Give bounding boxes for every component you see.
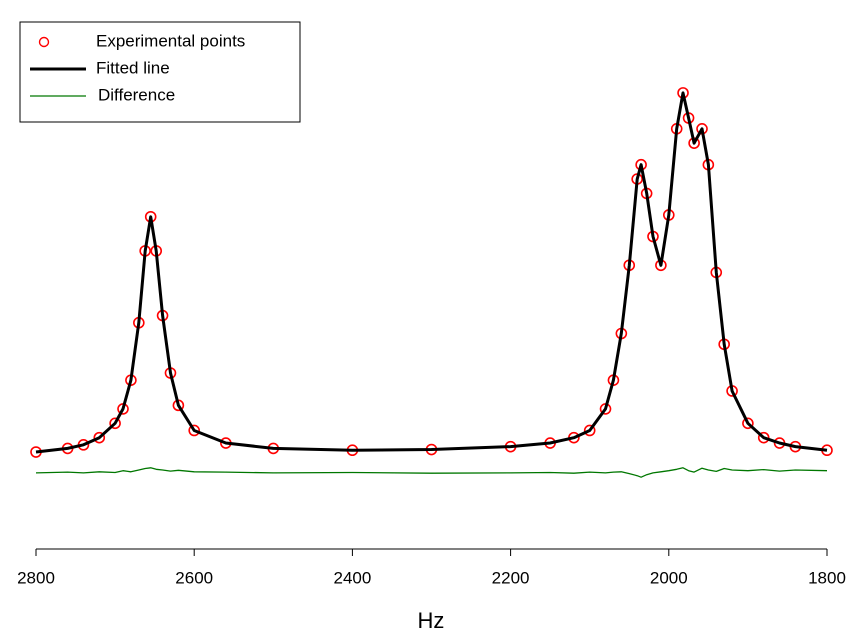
data-point xyxy=(188,424,200,437)
legend-label: Difference xyxy=(98,85,175,104)
series-line xyxy=(35,91,828,454)
legend-marker xyxy=(38,36,50,48)
x-tick-label: 2800 xyxy=(17,568,55,587)
data-point xyxy=(93,431,106,444)
legend-label: Fitted line xyxy=(96,58,170,77)
plot-area xyxy=(30,87,833,478)
data-point xyxy=(583,424,596,437)
data-point xyxy=(757,431,770,444)
series-line xyxy=(35,467,828,478)
data-point xyxy=(109,417,121,430)
legend: Experimental points Fitted line Difference xyxy=(19,21,301,123)
x-tick-label: 2000 xyxy=(650,568,688,587)
x-axis-label: Hz xyxy=(418,608,445,633)
x-tick-label: 2600 xyxy=(175,568,213,587)
legend-box xyxy=(19,21,301,123)
data-point xyxy=(742,417,754,430)
x-tick-label: 2400 xyxy=(333,568,371,587)
x-tick-label: 1800 xyxy=(808,568,846,587)
legend-label: Experimental points xyxy=(96,31,245,50)
x-tick-label: 2200 xyxy=(492,568,530,587)
